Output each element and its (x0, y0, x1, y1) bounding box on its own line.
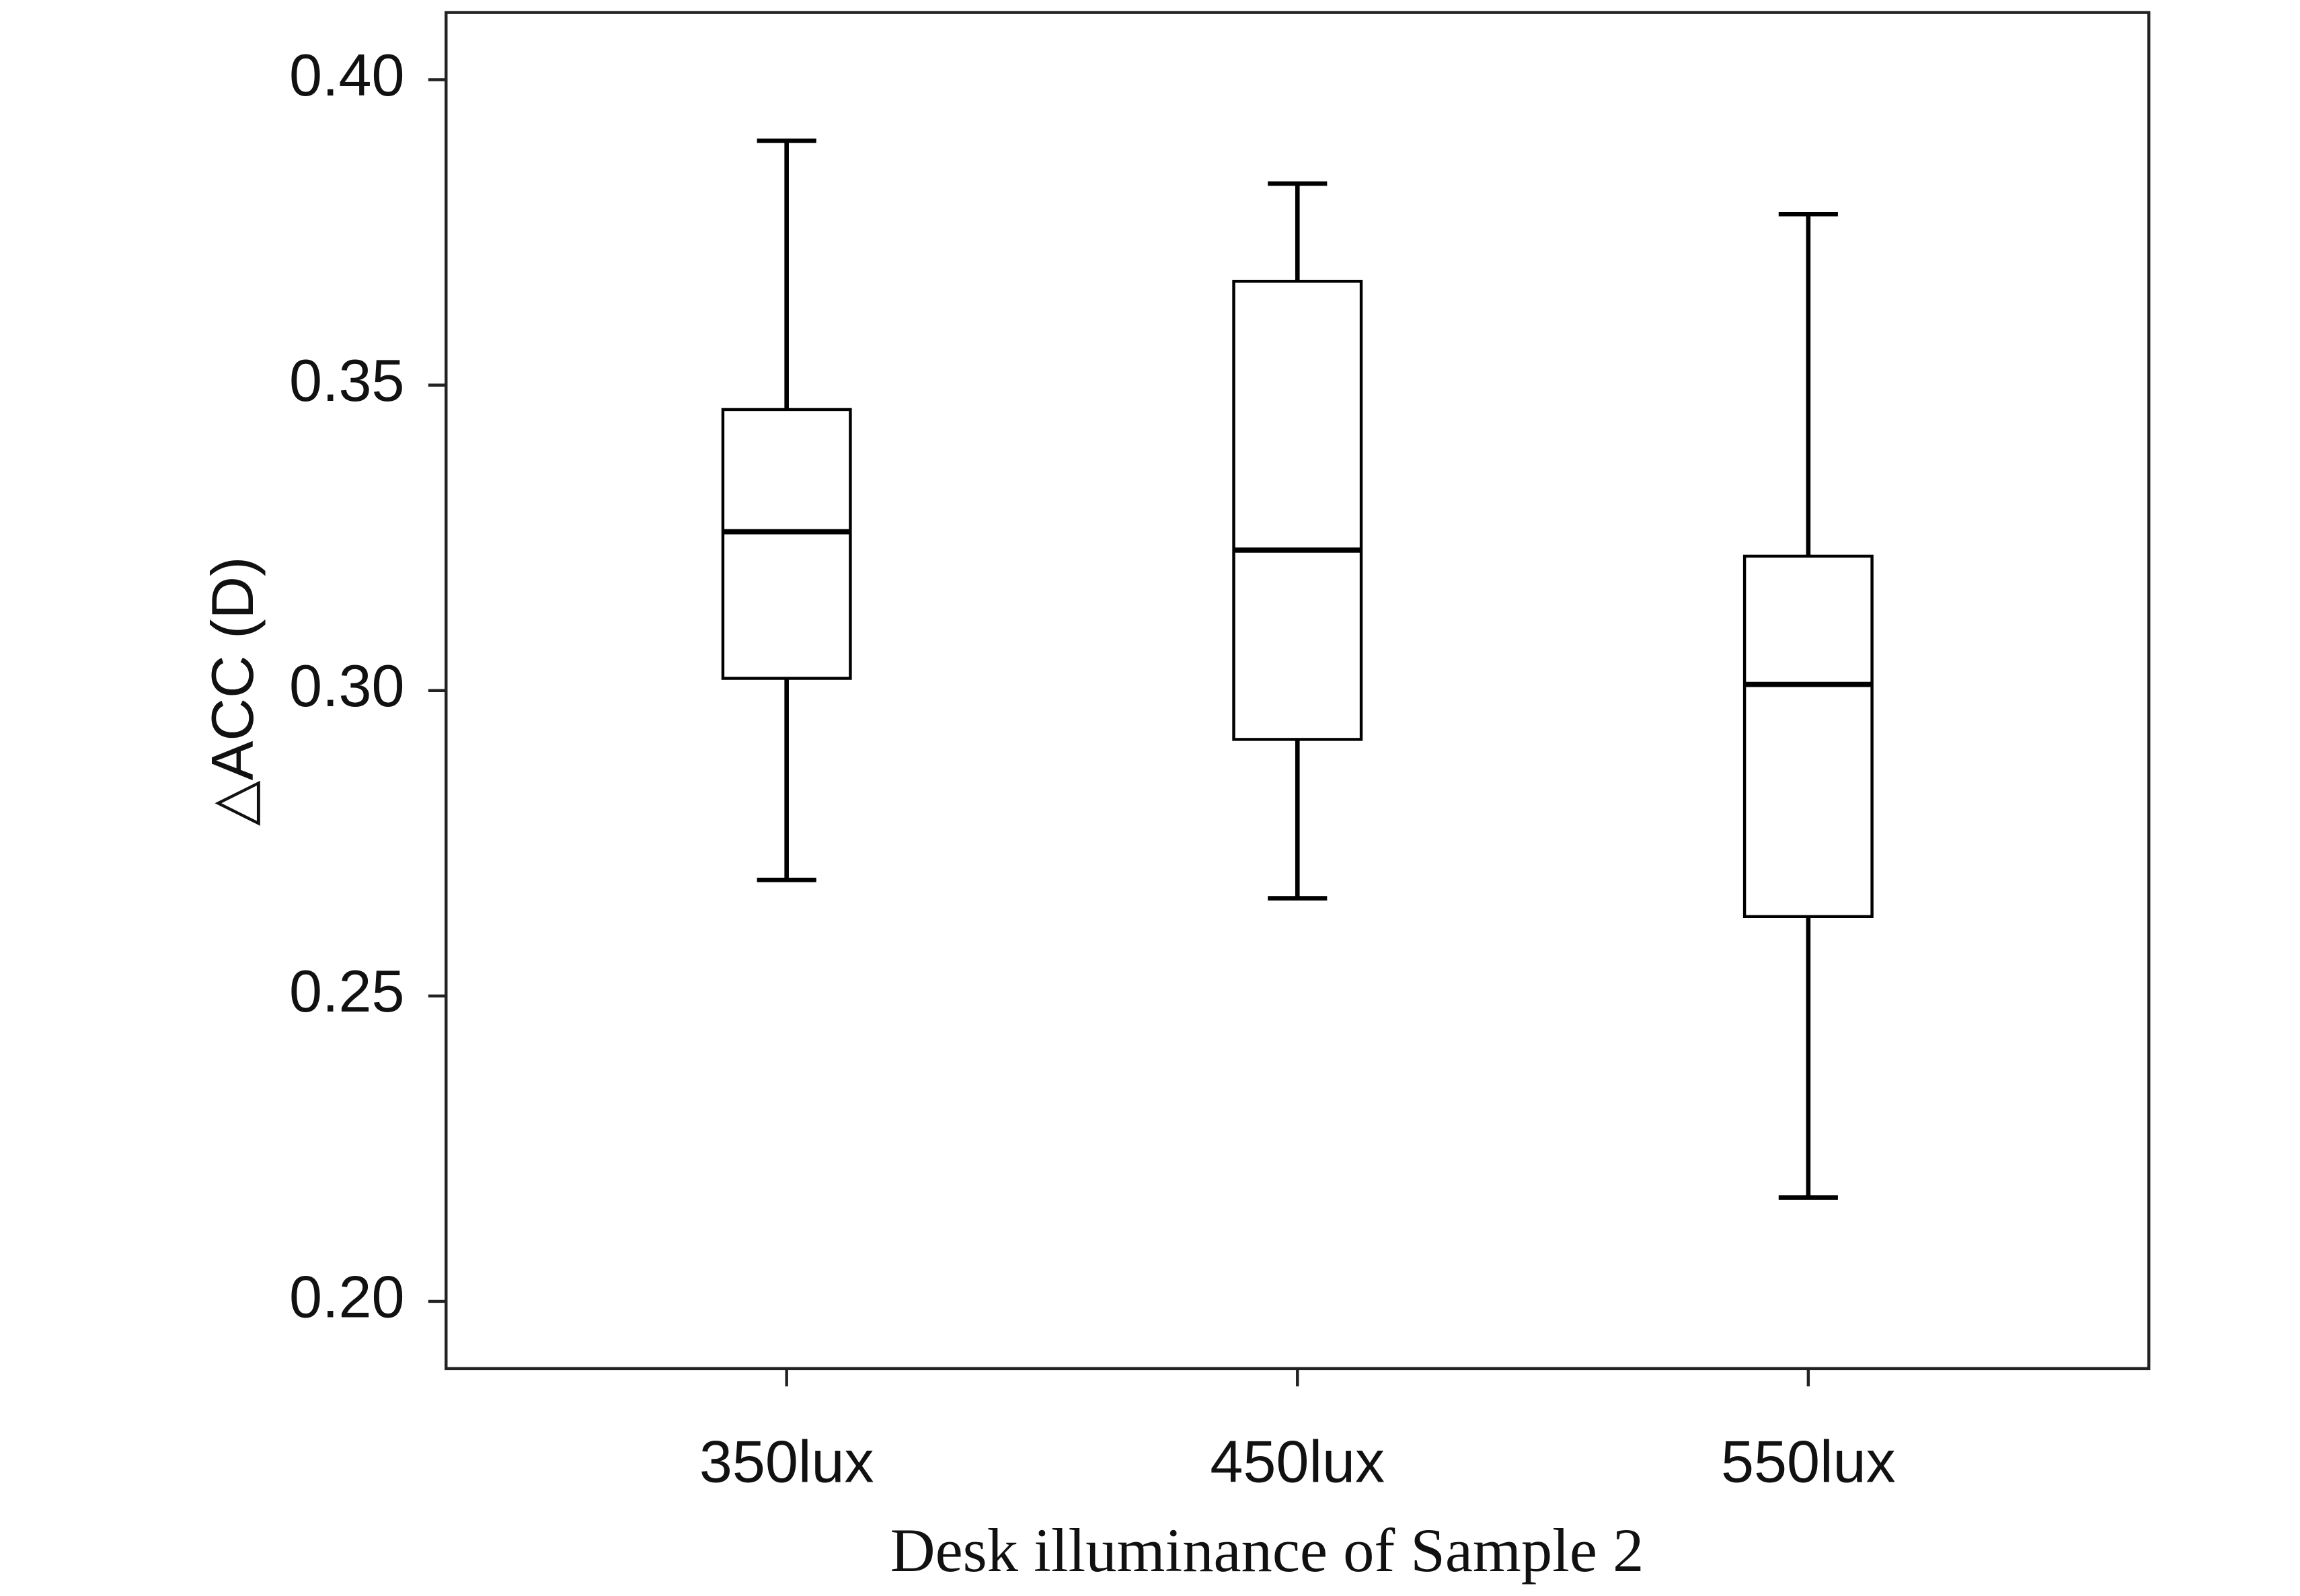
y-tick-label: 0.25 (289, 958, 405, 1024)
y-tick-label: 0.20 (289, 1263, 405, 1330)
y-axis-label: △ACC (D) (199, 557, 266, 827)
box (721, 408, 852, 680)
box (1742, 554, 1874, 918)
x-tick-label: 450lux (1210, 1429, 1385, 1495)
x-tick-label: 350lux (699, 1429, 874, 1495)
y-tick-label: 0.40 (289, 42, 405, 108)
x-axis-label: Desk illuminance of Sample 2 (890, 1517, 1644, 1585)
box (1232, 280, 1363, 741)
y-tick-label: 0.35 (289, 347, 405, 414)
y-tick-label: 0.30 (289, 652, 405, 719)
x-tick-label: 550lux (1721, 1429, 1896, 1495)
